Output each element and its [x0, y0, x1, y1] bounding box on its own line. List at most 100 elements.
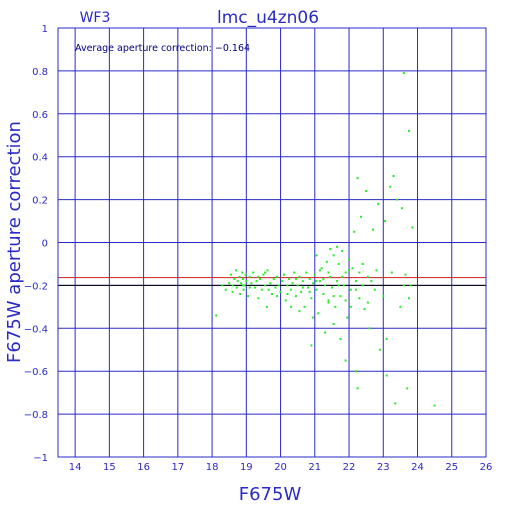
data-point	[361, 284, 364, 287]
data-point	[399, 305, 402, 308]
data-point	[385, 374, 388, 377]
data-point	[407, 297, 410, 300]
data-point	[250, 282, 253, 285]
data-point	[354, 280, 357, 283]
data-point	[353, 230, 356, 233]
data-point	[324, 331, 327, 334]
data-point	[262, 273, 265, 276]
data-point	[255, 280, 258, 283]
data-point	[259, 277, 262, 280]
data-point	[366, 275, 369, 278]
x-axis-label: F675W	[239, 484, 302, 505]
data-point	[341, 275, 344, 278]
y-tick-label: 0.8	[32, 67, 48, 78]
annotation-average: Average aperture correction: −0.164	[75, 43, 250, 54]
data-point	[289, 288, 292, 291]
data-point	[312, 316, 315, 319]
x-tick-labels: 14 15 16 17 18 19 20 21 22 23 24 25 26	[69, 462, 493, 473]
data-point	[322, 292, 325, 295]
y-tick-label: −0.4	[24, 324, 48, 335]
data-point	[269, 282, 272, 285]
data-point	[329, 275, 332, 278]
data-point	[373, 288, 376, 291]
data-point	[315, 254, 318, 257]
data-point	[265, 305, 268, 308]
x-tick-label: 24	[411, 462, 424, 473]
x-tick-label: 19	[240, 462, 253, 473]
data-point	[356, 177, 359, 180]
data-point	[233, 277, 236, 280]
chip-label: WF3	[80, 10, 111, 26]
y-axis-label: F675W aperture correction	[4, 121, 25, 363]
data-point	[291, 282, 294, 285]
data-point	[390, 271, 393, 274]
data-point	[241, 271, 244, 274]
data-point	[301, 280, 304, 283]
data-point	[320, 267, 323, 270]
data-point	[363, 307, 366, 310]
reference-lines	[58, 277, 486, 286]
data-point	[358, 297, 361, 300]
data-point	[332, 295, 335, 298]
data-point	[360, 215, 363, 218]
data-point	[332, 323, 335, 326]
data-point	[248, 275, 251, 278]
data-point	[293, 271, 296, 274]
data-point	[368, 327, 371, 330]
data-point	[231, 284, 234, 287]
data-point	[325, 260, 328, 263]
data-point	[294, 277, 297, 280]
data-point	[224, 288, 227, 291]
data-point	[336, 280, 339, 283]
data-point	[365, 190, 368, 193]
data-point	[240, 282, 243, 285]
x-tick-label: 17	[171, 462, 184, 473]
x-tick-label: 26	[480, 462, 493, 473]
x-tick-label: 15	[103, 462, 116, 473]
x-tick-label: 16	[137, 462, 150, 473]
data-point	[329, 247, 332, 250]
data-point	[322, 277, 325, 280]
data-point	[308, 290, 311, 293]
data-point	[248, 286, 251, 289]
data-point	[344, 271, 347, 274]
data-point	[247, 295, 250, 298]
data-point	[221, 284, 224, 287]
data-point	[310, 344, 313, 347]
data-point	[296, 284, 299, 287]
data-point	[358, 271, 361, 274]
data-point	[257, 297, 260, 300]
data-point	[339, 338, 342, 341]
data-point	[282, 273, 285, 276]
data-point	[342, 284, 345, 287]
x-tick-label: 21	[308, 462, 321, 473]
data-point	[244, 273, 247, 276]
data-point	[344, 299, 347, 302]
data-point	[341, 250, 344, 253]
data-point	[348, 269, 351, 272]
data-point	[229, 273, 232, 276]
data-point	[370, 280, 373, 283]
data-point	[276, 295, 279, 298]
data-point	[235, 286, 238, 289]
data-point	[377, 202, 380, 205]
data-point	[271, 292, 273, 295]
data-point	[298, 275, 301, 278]
data-point	[375, 269, 378, 272]
x-tick-label: 25	[445, 462, 458, 473]
data-point	[337, 262, 340, 265]
data-point	[241, 277, 244, 280]
data-point	[383, 220, 386, 223]
y-tick-label: 1	[42, 24, 48, 35]
data-point	[382, 295, 385, 298]
data-point	[406, 387, 409, 390]
data-point	[315, 280, 318, 283]
data-point	[401, 207, 404, 210]
data-point	[330, 286, 333, 289]
data-point	[392, 175, 395, 178]
data-point	[241, 284, 244, 287]
y-tick-label: −0.8	[24, 410, 48, 421]
data-point	[313, 273, 316, 276]
data-point	[289, 305, 292, 308]
